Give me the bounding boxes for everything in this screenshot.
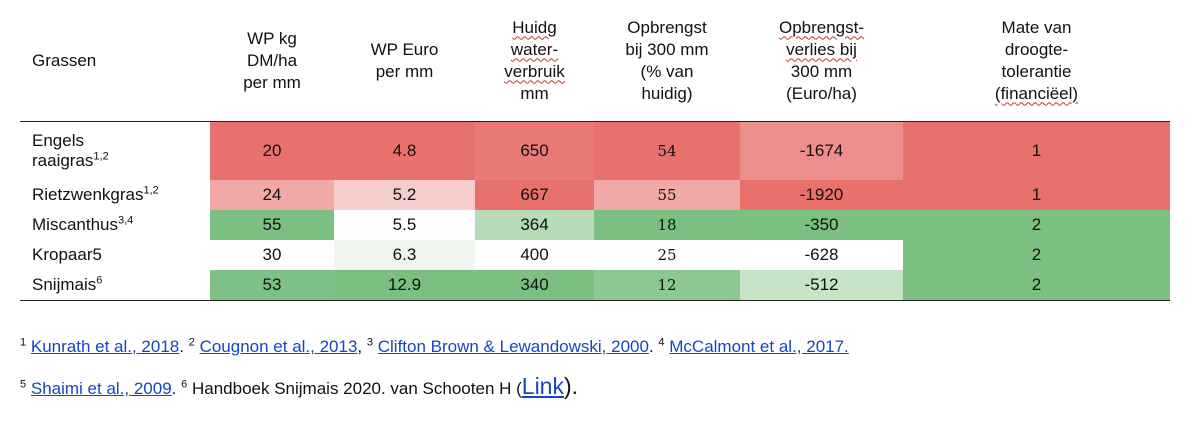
cell-yield-loss: -512 [740, 270, 903, 301]
header-yield-loss: Opbrengst-verlies bij 300 mm (Euro/ha) [778, 17, 865, 103]
header-drought-tolerance: Mate van droogte-tolerantie (financiëel) [994, 17, 1079, 103]
cell-wp-kg: 30 [210, 240, 334, 270]
cell-yield: 55 [594, 180, 740, 210]
cell-wp-euro: 5.2 [334, 180, 475, 210]
header-yield: Opbrengst bij 300 mm (% van huidig) [625, 17, 709, 103]
table-row: Rietzwenkgras1,2 24 5.2 667 55 -1920 1 [20, 180, 1170, 210]
header-water-use: Huidg water-verbruik mm [504, 17, 565, 103]
cell-wp-kg: 24 [210, 180, 334, 210]
cell-drought-tolerance: 1 [903, 121, 1170, 180]
cell-drought-tolerance: 2 [903, 210, 1170, 240]
cell-drought-tolerance: 2 [903, 240, 1170, 270]
header-grassen: Grassen [32, 50, 97, 70]
ref-link-clifton-brown[interactable]: Clifton Brown & Lewandowski, 2000 [377, 337, 649, 356]
ref-link-handboek[interactable]: Link [521, 373, 564, 399]
cell-water-use: 340 [475, 270, 594, 301]
row-name: Snijmais6 [20, 270, 210, 301]
header-wp-kg: WP kg DM/ha per mm [243, 28, 301, 92]
row-name: Kropaar5 [20, 240, 210, 270]
row-name: Engels raaigras1,2 [20, 121, 210, 180]
ref-link-cougnon[interactable]: Cougnon et al., 2013 [199, 337, 358, 356]
cell-water-use: 364 [475, 210, 594, 240]
cell-wp-kg: 20 [210, 121, 334, 180]
table-row: Snijmais6 53 12.9 340 12 -512 2 [20, 270, 1170, 301]
cell-wp-euro: 5.5 [334, 210, 475, 240]
footnote-line-1: 1 Kunrath et al., 2018. 2 Cougnon et al.… [20, 336, 849, 356]
table-row: Engels raaigras1,2 20 4.8 650 54 -1674 1 [20, 121, 1170, 180]
cell-yield: 18 [594, 210, 740, 240]
cell-wp-kg: 55 [210, 210, 334, 240]
cell-yield-loss: -628 [740, 240, 903, 270]
cell-yield-loss: -1674 [740, 121, 903, 180]
cell-water-use: 667 [475, 180, 594, 210]
row-name: Miscanthus3,4 [20, 210, 210, 240]
cell-wp-euro: 12.9 [334, 270, 475, 301]
cell-drought-tolerance: 2 [903, 270, 1170, 301]
cell-wp-kg: 53 [210, 270, 334, 301]
table-header-row: Grassen WP kg DM/ha per mm WP Euro per mm H… [20, 0, 1170, 122]
row-name: Rietzwenkgras1,2 [20, 180, 210, 210]
ref-link-shaimi[interactable]: Shaimi et al., 2009 [30, 379, 172, 398]
forage-grass-table: Grassen WP kg DM/ha per mm WP Euro per mm H… [20, 0, 1170, 301]
cell-drought-tolerance: 1 [903, 180, 1170, 210]
ref-link-kunrath[interactable]: Kunrath et al., 2018 [30, 337, 180, 356]
header-wp-euro: WP Euro per mm [370, 39, 439, 81]
cell-yield: 54 [594, 121, 740, 180]
cell-wp-euro: 6.3 [334, 240, 475, 270]
footnote-line-2: 5 Shaimi et al., 2009. 6 Handboek Snijma… [20, 373, 579, 399]
cell-yield: 12 [594, 270, 740, 301]
cell-water-use: 650 [475, 121, 594, 180]
ref-link-mccalmont[interactable]: McCalmont et al., 2017. [669, 337, 849, 356]
cell-yield: 25 [594, 240, 740, 270]
cell-yield-loss: -350 [740, 210, 903, 240]
cell-water-use: 400 [475, 240, 594, 270]
table-row: Kropaar5 30 6.3 400 25 -628 2 [20, 240, 1170, 270]
cell-wp-euro: 4.8 [334, 121, 475, 180]
table-row: Miscanthus3,4 55 5.5 364 18 -350 2 [20, 210, 1170, 240]
handboek-text: Handboek Snijmais 2020. van Schooten H ( [187, 379, 522, 398]
cell-yield-loss: -1920 [740, 180, 903, 210]
